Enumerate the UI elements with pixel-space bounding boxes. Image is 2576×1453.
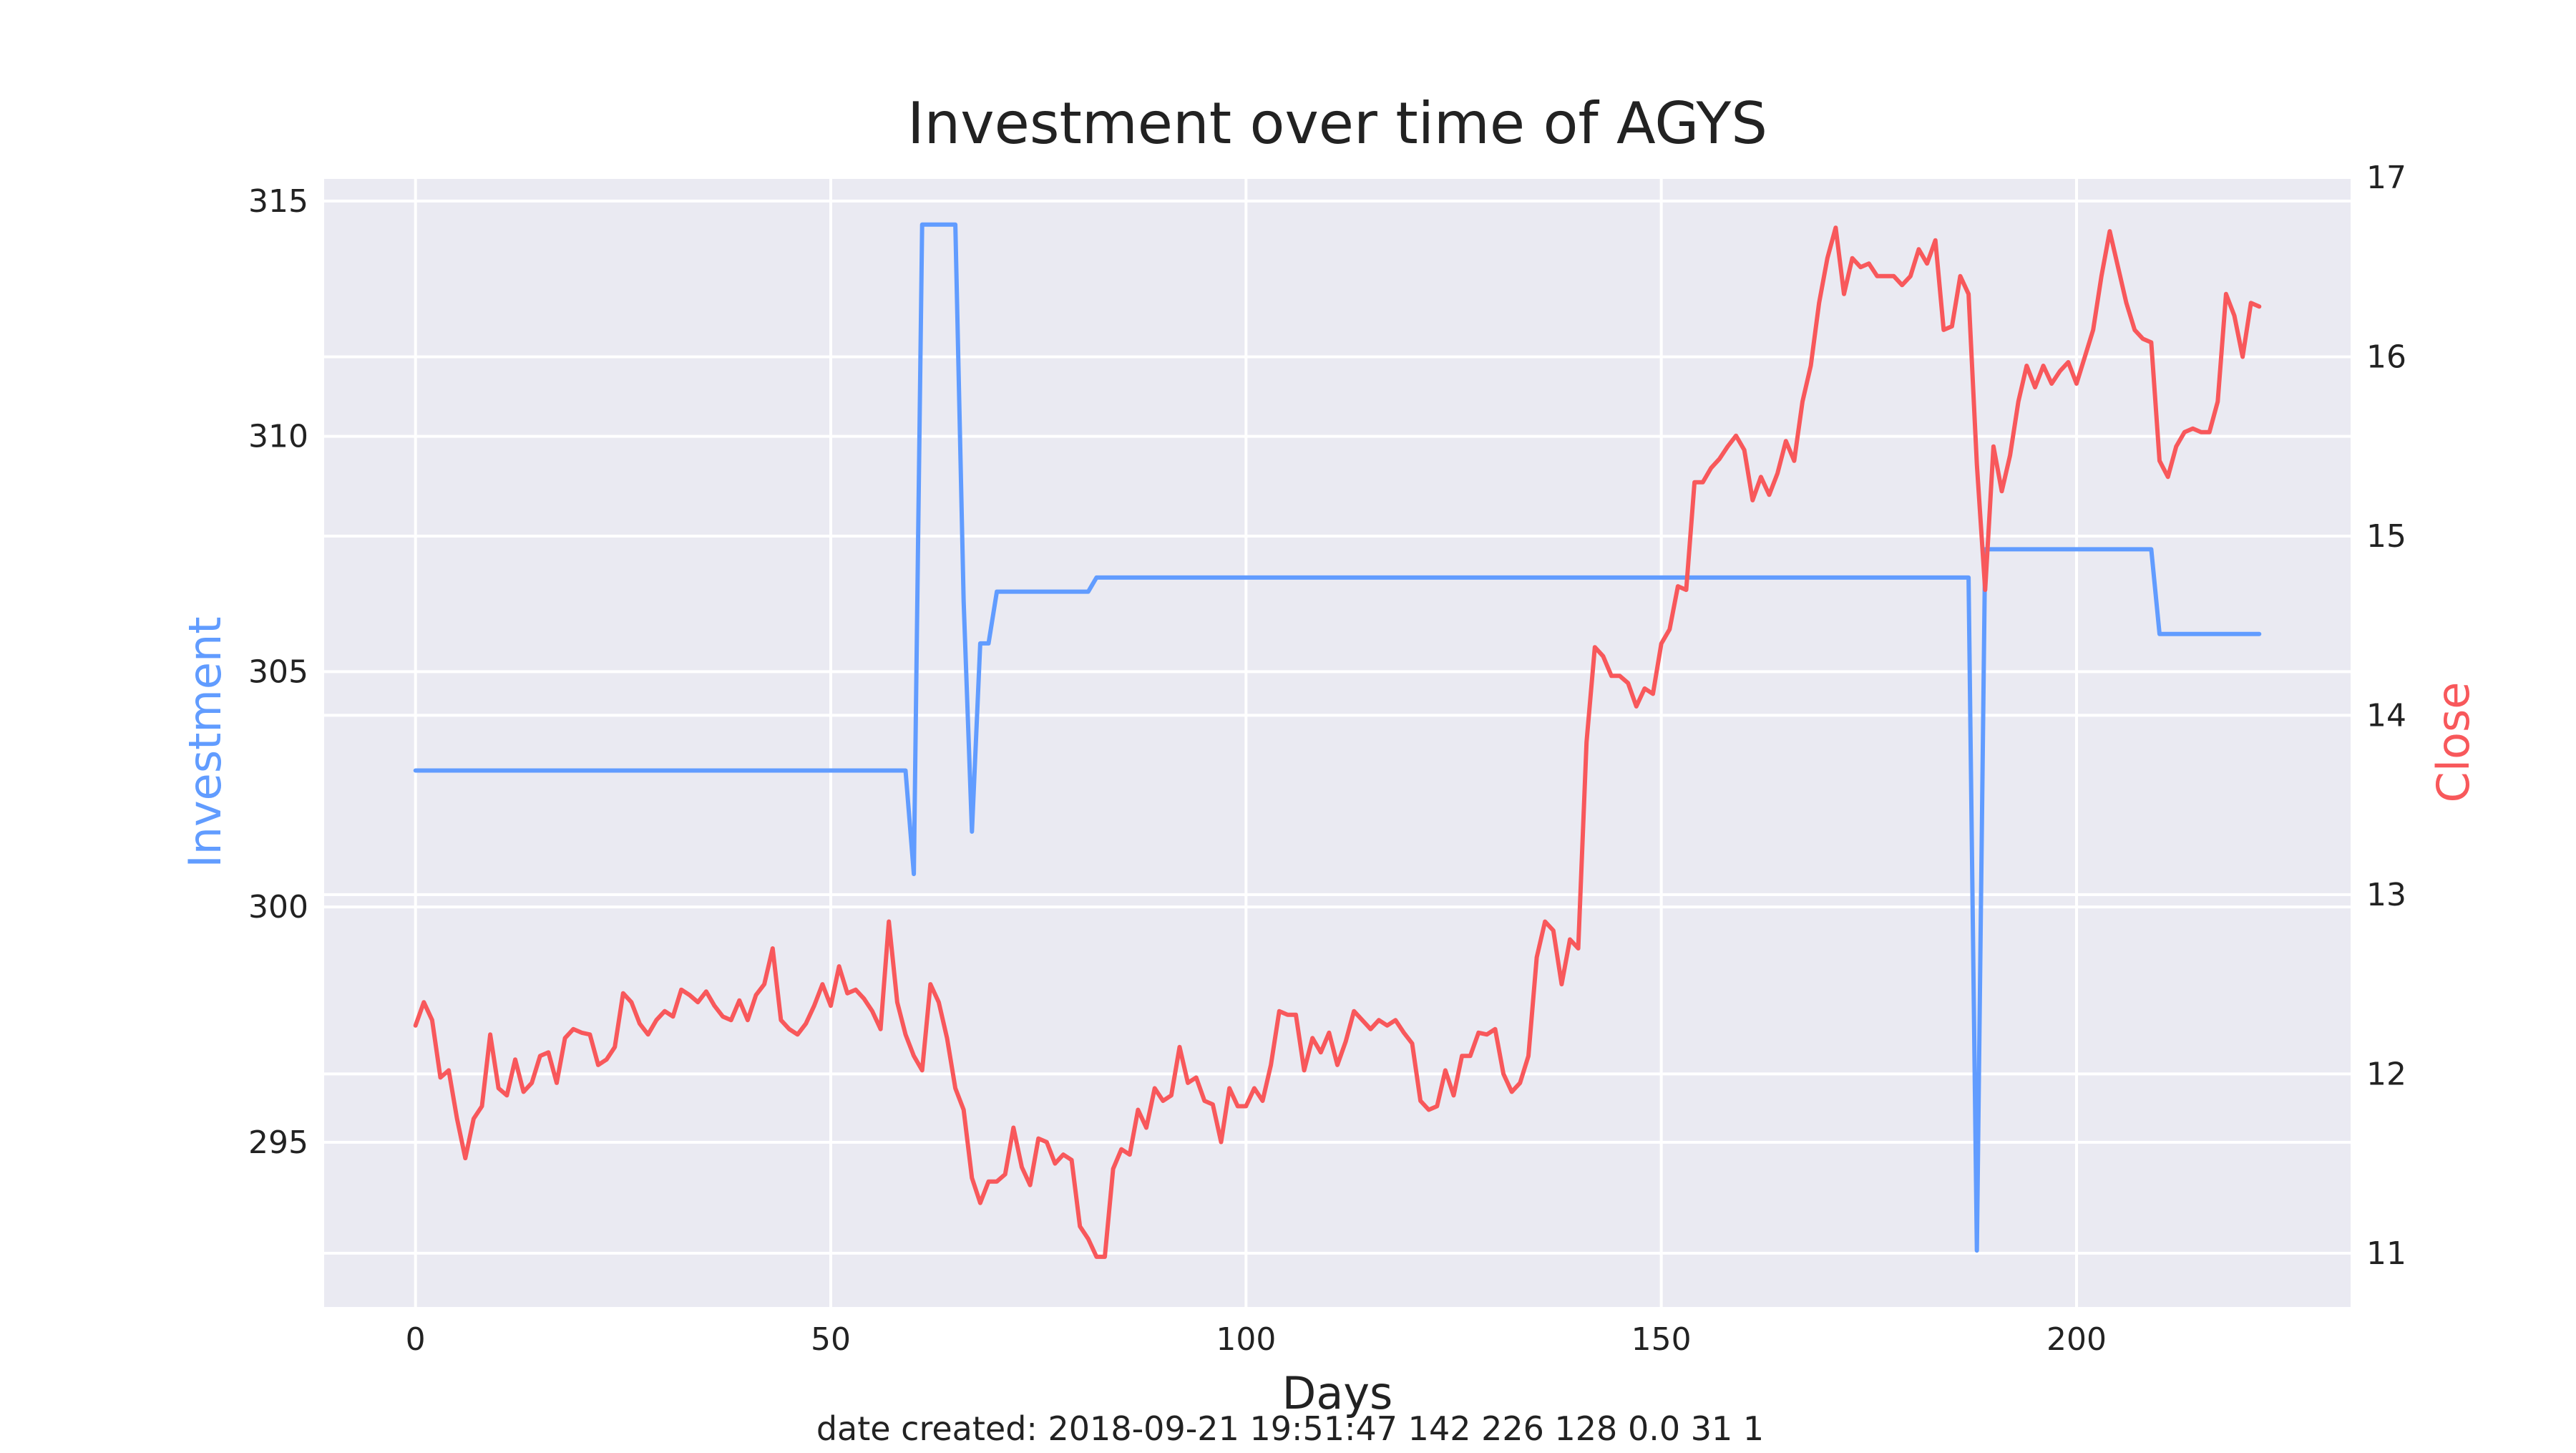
x-tick-label: 0	[406, 1321, 426, 1358]
series-layer	[413, 222, 2262, 1259]
close-series-line	[413, 225, 2262, 1259]
y-right-tick-label: 13	[2366, 877, 2406, 913]
y-left-tick-label: 300	[248, 889, 308, 925]
investment-series-line	[413, 222, 2262, 1253]
y-axis-left-label: Investment	[179, 616, 231, 868]
y-left-tick-label: 295	[248, 1124, 308, 1161]
y-right-tick-label: 12	[2366, 1056, 2406, 1092]
y-axis-right-label: Close	[2427, 682, 2479, 803]
y-left-tick-label: 310	[248, 419, 308, 455]
x-axis-label: Days	[1282, 1367, 1393, 1419]
y-right-tick-label: 16	[2366, 339, 2406, 375]
x-tick-label: 200	[2046, 1321, 2107, 1358]
y-right-tick-label: 17	[2366, 160, 2406, 196]
chart-title: Investment over time of AGYS	[907, 90, 1767, 157]
x-tick-label: 50	[811, 1321, 851, 1358]
y-right-tick-label: 11	[2366, 1235, 2406, 1272]
y-right-tick-label: 14	[2366, 697, 2406, 734]
tick-layer: 0 50 100 150 200 295 300 305 310 315 11 12 13 14 15 16 1…	[248, 160, 2406, 1358]
footer-date-created: date created: 2018-09-21 19:51:47 142 22…	[816, 1409, 1764, 1448]
x-tick-label: 150	[1631, 1321, 1692, 1358]
x-tick-label: 100	[1216, 1321, 1276, 1358]
grid-layer	[324, 176, 2351, 1307]
y-left-tick-label: 305	[248, 653, 308, 690]
plot-area	[324, 178, 2351, 1307]
y-right-tick-label: 15	[2366, 518, 2406, 555]
y-left-tick-label: 315	[248, 183, 308, 220]
